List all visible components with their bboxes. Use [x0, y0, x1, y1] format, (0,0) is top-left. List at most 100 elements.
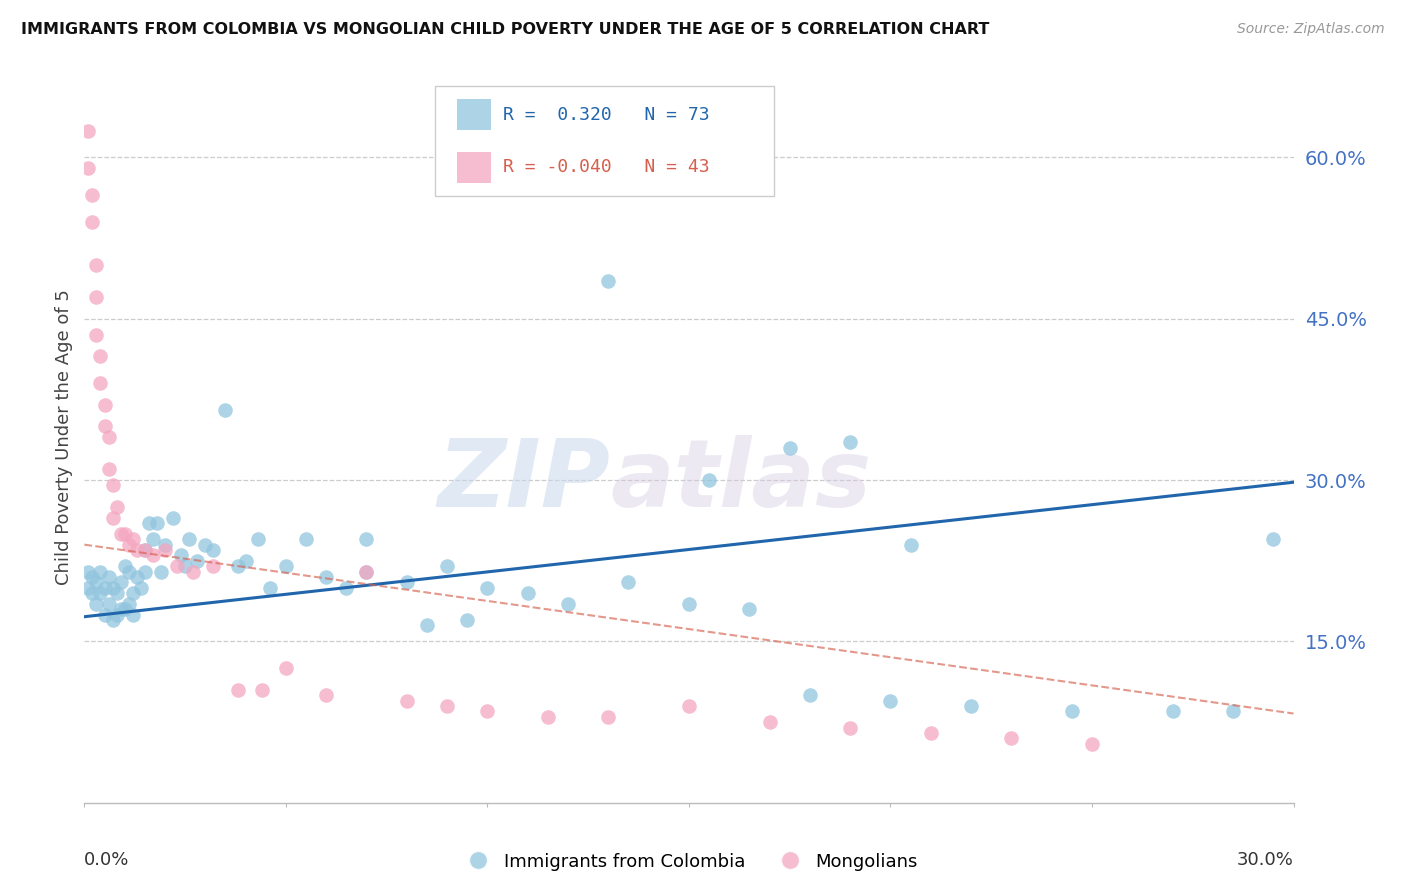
Point	[118, 538, 141, 552]
Point	[839, 721, 862, 735]
Point	[839, 435, 862, 450]
Text: 0.0%: 0.0%	[84, 851, 129, 869]
Point	[97, 430, 120, 444]
Point	[82, 215, 104, 229]
FancyBboxPatch shape	[457, 99, 491, 130]
Point	[678, 597, 700, 611]
Point	[114, 602, 136, 616]
Point	[181, 565, 204, 579]
Point	[1161, 705, 1184, 719]
Point	[557, 597, 579, 611]
Point	[678, 698, 700, 713]
Point	[274, 559, 297, 574]
Point	[134, 543, 156, 558]
Point	[82, 570, 104, 584]
Point	[134, 565, 156, 579]
Point	[1060, 705, 1083, 719]
Point	[477, 705, 499, 719]
Point	[86, 327, 108, 342]
Point	[134, 543, 156, 558]
Point	[89, 350, 111, 364]
Point	[105, 586, 128, 600]
Point	[1263, 533, 1285, 547]
Point	[799, 688, 821, 702]
Point	[86, 290, 108, 304]
Point	[779, 441, 801, 455]
Point	[186, 554, 208, 568]
Point	[118, 565, 141, 579]
Point	[93, 419, 115, 434]
Point	[356, 533, 378, 547]
Point	[617, 575, 640, 590]
Point	[86, 258, 108, 272]
Point	[879, 693, 901, 707]
Point	[697, 473, 720, 487]
Point	[356, 565, 378, 579]
Point	[110, 602, 132, 616]
Point	[598, 274, 620, 288]
Point	[170, 549, 193, 563]
Point	[121, 607, 143, 622]
Point	[105, 607, 128, 622]
Point	[82, 586, 104, 600]
Point	[121, 533, 143, 547]
Text: R =  0.320   N = 73: R = 0.320 N = 73	[503, 105, 710, 123]
Point	[900, 538, 922, 552]
Point	[118, 597, 141, 611]
Point	[142, 549, 165, 563]
Point	[125, 543, 148, 558]
Point	[97, 462, 120, 476]
Point	[315, 688, 337, 702]
Point	[259, 581, 281, 595]
Text: 30.0%: 30.0%	[1237, 851, 1294, 869]
Point	[146, 516, 169, 530]
Point	[101, 613, 124, 627]
Point	[110, 527, 132, 541]
Point	[105, 500, 128, 514]
Point	[114, 559, 136, 574]
Point	[202, 543, 225, 558]
Point	[1081, 737, 1104, 751]
Point	[89, 586, 111, 600]
Point	[960, 698, 983, 713]
Point	[138, 516, 160, 530]
Point	[194, 538, 217, 552]
Point	[598, 710, 620, 724]
Point	[179, 533, 201, 547]
Point	[758, 715, 780, 730]
Point	[101, 478, 124, 492]
Point	[101, 581, 124, 595]
Point	[166, 559, 188, 574]
Text: ZIP: ZIP	[437, 435, 610, 527]
Point	[436, 559, 458, 574]
Point	[153, 538, 176, 552]
Point	[920, 726, 942, 740]
Point	[1222, 705, 1244, 719]
Point	[162, 510, 184, 524]
Point	[1000, 731, 1022, 746]
Point	[77, 565, 100, 579]
Point	[89, 565, 111, 579]
Point	[93, 398, 115, 412]
Point	[395, 575, 418, 590]
Point	[274, 661, 297, 675]
Point	[101, 510, 124, 524]
Point	[77, 581, 100, 595]
Point	[86, 597, 108, 611]
Y-axis label: Child Poverty Under the Age of 5: Child Poverty Under the Age of 5	[55, 289, 73, 585]
Point	[89, 376, 111, 391]
Point	[477, 581, 499, 595]
FancyBboxPatch shape	[457, 152, 491, 183]
Point	[335, 581, 357, 595]
Point	[250, 682, 273, 697]
Point	[125, 570, 148, 584]
Point	[436, 698, 458, 713]
Point	[82, 188, 104, 202]
Point	[295, 533, 318, 547]
Text: Source: ZipAtlas.com: Source: ZipAtlas.com	[1237, 22, 1385, 37]
Point	[86, 575, 108, 590]
Point	[77, 123, 100, 137]
Point	[315, 570, 337, 584]
Text: atlas: atlas	[610, 435, 872, 527]
Point	[235, 554, 257, 568]
